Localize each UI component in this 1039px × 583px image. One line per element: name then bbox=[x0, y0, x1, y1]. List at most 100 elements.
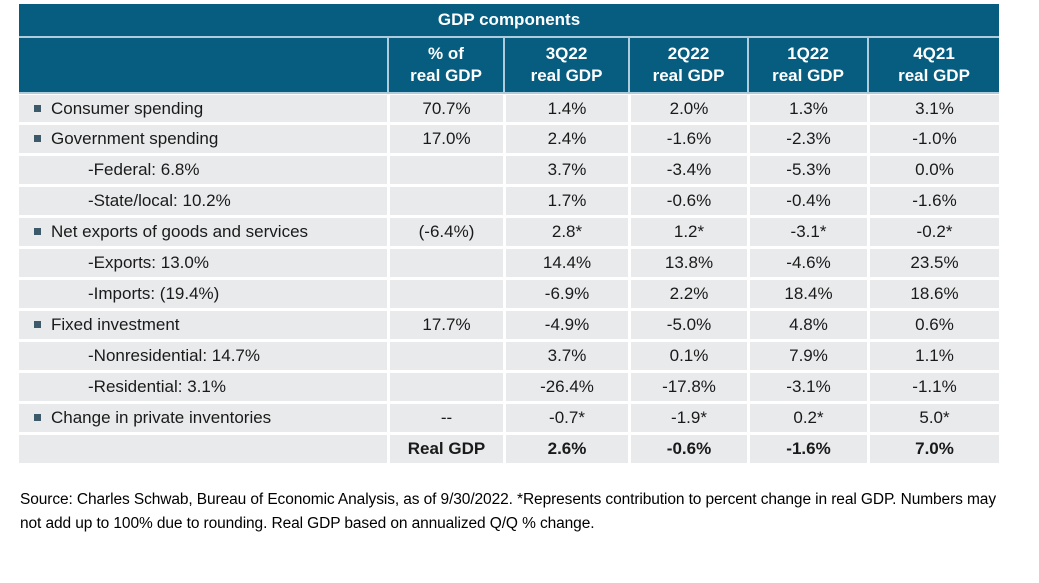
cell-value: 0.6% bbox=[867, 311, 1000, 342]
gdp-components-table: GDP components % of real GDP 3Q22 real GD… bbox=[19, 4, 1000, 466]
row-label: -Federal: 6.8% bbox=[19, 156, 387, 187]
row-label: Consumer spending bbox=[19, 94, 387, 125]
row-label-text: Consumer spending bbox=[51, 98, 204, 118]
cell-value: -5.3% bbox=[747, 156, 867, 187]
cell-value bbox=[387, 280, 503, 311]
cell-value: 2.0% bbox=[628, 94, 747, 125]
table-row: -Exports: 13.0% 14.4% 13.8% -4.6% 23.5% bbox=[19, 249, 1000, 280]
cell-value bbox=[387, 156, 503, 187]
table-row: Government spending 17.0% 2.4% -1.6% -2.3% -1… bbox=[19, 125, 1000, 156]
cell-value bbox=[387, 342, 503, 373]
cell-value: 70.7% bbox=[387, 94, 503, 125]
cell-value: 7.0% bbox=[867, 435, 1000, 466]
column-header-empty bbox=[19, 38, 387, 94]
table-row: -Residential: 3.1% -26.4% -17.8% -3.1% -1.1% bbox=[19, 373, 1000, 404]
cell-value: 2.2% bbox=[628, 280, 747, 311]
row-label-text: Fixed investment bbox=[51, 315, 180, 334]
cell-value: 4.8% bbox=[747, 311, 867, 342]
bullet-square-icon bbox=[34, 104, 41, 112]
row-label: Government spending bbox=[19, 125, 387, 156]
row-label-text: Government spending bbox=[51, 129, 219, 148]
column-header: 3Q22 real GDP bbox=[503, 38, 628, 94]
cell-value: -0.2* bbox=[867, 218, 1000, 249]
table-row: -Nonresidential: 14.7% 3.7% 0.1% 7.9% 1.1% bbox=[19, 342, 1000, 373]
column-header: % of real GDP bbox=[387, 38, 503, 94]
row-label: -State/local: 10.2% bbox=[19, 187, 387, 218]
bullet-square-icon bbox=[34, 414, 41, 421]
cell-value: 1.7% bbox=[503, 187, 628, 218]
cell-value: -0.6% bbox=[628, 187, 747, 218]
cell-value: -- bbox=[387, 404, 503, 435]
cell-value: 23.5% bbox=[867, 249, 1000, 280]
cell-value: 1.1% bbox=[867, 342, 1000, 373]
column-header: 2Q22 real GDP bbox=[628, 38, 747, 94]
cell-value: 1.4% bbox=[503, 94, 628, 125]
row-label: -Imports: (19.4%) bbox=[19, 280, 387, 311]
page: GDP components % of real GDP 3Q22 real GD… bbox=[19, 4, 1000, 533]
cell-value: 0.1% bbox=[628, 342, 747, 373]
cell-value: 7.9% bbox=[747, 342, 867, 373]
cell-value: 17.0% bbox=[387, 125, 503, 156]
table-row: Consumer spending 70.7% 1.4% 2.0% 1.3% 3.1% bbox=[19, 94, 1000, 125]
cell-value: -1.0% bbox=[867, 125, 1000, 156]
cell-value: -1.9* bbox=[628, 404, 747, 435]
cell-value: 1.3% bbox=[747, 94, 867, 125]
cell-value: 0.0% bbox=[867, 156, 1000, 187]
cell-value bbox=[387, 187, 503, 218]
cell-value bbox=[387, 373, 503, 404]
cell-value: 2.4% bbox=[503, 125, 628, 156]
title-row: GDP components bbox=[19, 4, 1000, 38]
cell-value: 18.6% bbox=[867, 280, 1000, 311]
table-title: GDP components bbox=[19, 4, 1000, 38]
cell-value: -17.8% bbox=[628, 373, 747, 404]
column-header: 1Q22 real GDP bbox=[747, 38, 867, 94]
cell-value: -6.9% bbox=[503, 280, 628, 311]
cell-value: 13.8% bbox=[628, 249, 747, 280]
column-header: 4Q21 real GDP bbox=[867, 38, 1000, 94]
cell-value: 1.2* bbox=[628, 218, 747, 249]
row-label: Change in private inventories bbox=[19, 404, 387, 435]
row-label: Fixed investment bbox=[19, 311, 387, 342]
cell-value: 3.7% bbox=[503, 342, 628, 373]
bullet-square-icon bbox=[34, 228, 41, 235]
cell-value: -3.1% bbox=[747, 373, 867, 404]
cell-value: -0.7* bbox=[503, 404, 628, 435]
cell-value: -5.0% bbox=[628, 311, 747, 342]
cell-value: 5.0* bbox=[867, 404, 1000, 435]
cell-value bbox=[387, 249, 503, 280]
cell-value: -1.6% bbox=[628, 125, 747, 156]
cell-value: -26.4% bbox=[503, 373, 628, 404]
table-row: -State/local: 10.2% 1.7% -0.6% -0.4% -1.6% bbox=[19, 187, 1000, 218]
cell-value: -1.6% bbox=[747, 435, 867, 466]
row-label: -Residential: 3.1% bbox=[19, 373, 387, 404]
bullet-square-icon bbox=[34, 135, 41, 142]
total-row: Real GDP 2.6% -0.6% -1.6% 7.0% bbox=[19, 435, 1000, 466]
cell-value: 17.7% bbox=[387, 311, 503, 342]
table-row: Change in private inventories -- -0.7* -1.9… bbox=[19, 404, 1000, 435]
cell-value: -2.3% bbox=[747, 125, 867, 156]
cell-value: -0.6% bbox=[628, 435, 747, 466]
cell-value: -1.1% bbox=[867, 373, 1000, 404]
cell-value: 3.1% bbox=[867, 94, 1000, 125]
cell-value: (-6.4%) bbox=[387, 218, 503, 249]
source-note: Source: Charles Schwab, Bureau of Econom… bbox=[20, 491, 996, 533]
table-body: Consumer spending 70.7% 1.4% 2.0% 1.3% 3.1% Go… bbox=[19, 94, 1000, 466]
cell-value: -4.6% bbox=[747, 249, 867, 280]
cell-value: -3.1* bbox=[747, 218, 867, 249]
row-label bbox=[19, 435, 387, 466]
row-label-text: Net exports of goods and services bbox=[51, 222, 309, 241]
cell-value: 18.4% bbox=[747, 280, 867, 311]
table-row: Net exports of goods and services (-6.4%)… bbox=[19, 218, 1000, 249]
total-row-label: Real GDP bbox=[387, 435, 503, 466]
cell-value: -0.4% bbox=[747, 187, 867, 218]
cell-value: 0.2* bbox=[747, 404, 867, 435]
cell-value: -1.6% bbox=[867, 187, 1000, 218]
row-label: -Nonresidential: 14.7% bbox=[19, 342, 387, 373]
table-row: -Imports: (19.4%) -6.9% 2.2% 18.4% 18.6% bbox=[19, 280, 1000, 311]
cell-value: 2.6% bbox=[503, 435, 628, 466]
cell-value: 3.7% bbox=[503, 156, 628, 187]
row-label-text: Change in private inventories bbox=[51, 408, 272, 427]
cell-value: 14.4% bbox=[503, 249, 628, 280]
column-header-row: % of real GDP 3Q22 real GDP 2Q22 real GDP 1… bbox=[19, 38, 1000, 94]
cell-value: 2.8* bbox=[503, 218, 628, 249]
